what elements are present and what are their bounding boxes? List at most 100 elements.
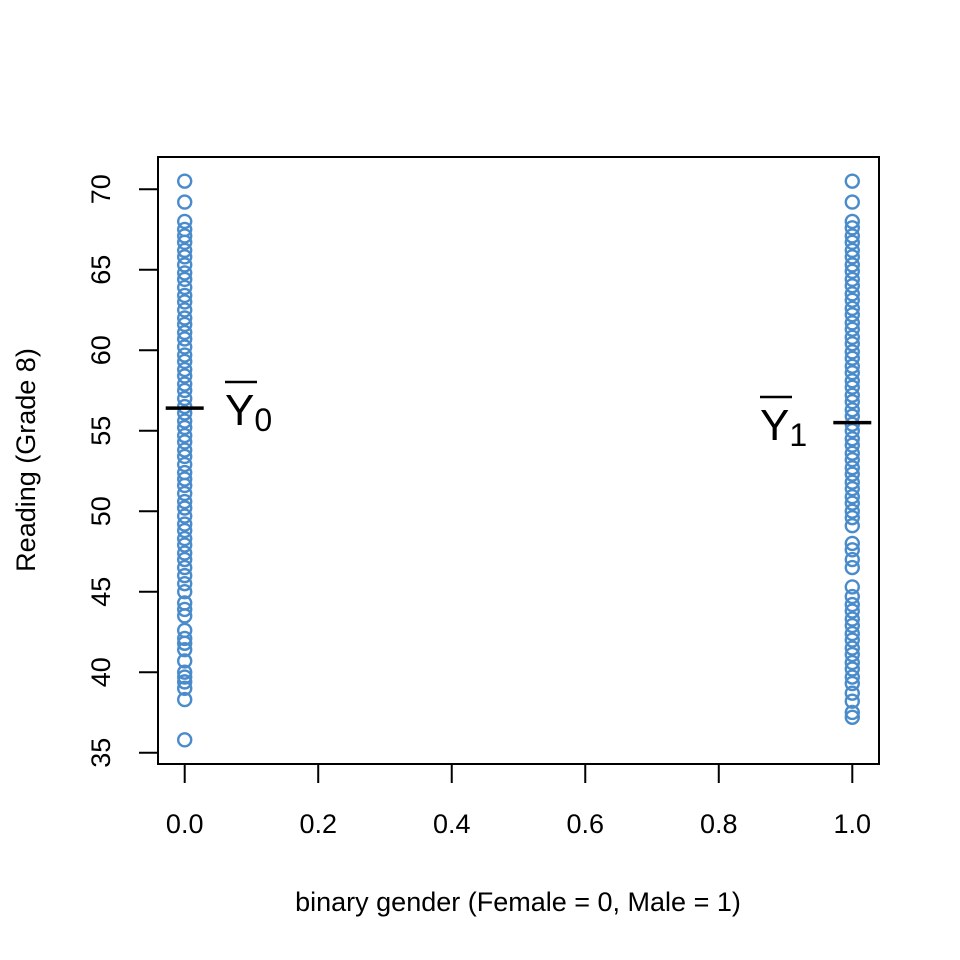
data-point-female — [177, 732, 193, 748]
data-point-male — [844, 242, 860, 259]
data-point-female — [177, 691, 193, 708]
data-point-male — [844, 709, 860, 726]
data-point-female — [177, 271, 193, 288]
data-point-female — [177, 287, 193, 304]
data-point-male — [844, 646, 860, 663]
x-tick-label: 0.4 — [433, 809, 471, 839]
y-tick-label: 55 — [86, 416, 116, 446]
data-point-female — [177, 442, 193, 458]
data-point-female — [177, 302, 193, 318]
data-point-male — [844, 336, 860, 352]
data-point-female — [177, 353, 193, 370]
data-point-female — [177, 213, 193, 230]
data-point-male — [844, 535, 860, 552]
data-point-female — [177, 653, 193, 669]
data-point-male — [844, 661, 860, 677]
data-point-female — [177, 427, 193, 444]
data-point-female — [177, 464, 193, 481]
y-axis: 35 40 45 50 55 60 65 70 — [86, 174, 159, 768]
data-point-male — [844, 257, 860, 273]
data-point-female — [177, 471, 193, 487]
data-point-female — [177, 382, 193, 399]
data-point-male — [844, 495, 860, 511]
data-point-male — [844, 654, 860, 671]
data-point-female — [177, 434, 193, 450]
data-point-male — [844, 220, 860, 236]
data-point-female — [177, 516, 193, 532]
data-point-male — [844, 579, 860, 595]
x-tick-label: 1.0 — [834, 809, 872, 839]
data-point-female — [177, 674, 193, 690]
mean-label-subscript: 1 — [789, 417, 807, 453]
x-tick-label: 0.0 — [166, 809, 204, 839]
data-point-female — [177, 347, 193, 363]
data-point-male — [844, 373, 860, 389]
data-point-female — [177, 522, 193, 539]
data-point-male — [844, 669, 860, 685]
data-point-female — [177, 265, 193, 281]
data-point-female — [177, 575, 193, 592]
data-point-male — [844, 234, 860, 251]
mean-label-subscript: 0 — [254, 402, 272, 438]
data-point-male — [844, 365, 860, 381]
y-tick-label: 60 — [86, 335, 116, 365]
y-tick-label: 65 — [86, 255, 116, 285]
data-point-male — [844, 402, 860, 418]
data-point-female — [177, 537, 193, 553]
data-point-female — [177, 448, 193, 465]
data-point-male — [844, 466, 860, 482]
data-point-male — [844, 693, 860, 709]
data-point-female — [177, 242, 193, 259]
data-point-female — [177, 294, 193, 310]
data-point-male — [844, 350, 860, 366]
data-point-male — [844, 358, 860, 375]
data-point-male — [844, 509, 860, 526]
data-point-female — [177, 249, 193, 265]
data-point-female — [177, 257, 193, 273]
data-point-male — [844, 551, 860, 568]
y-axis-title: Reading (Grade 8) — [11, 348, 41, 572]
mean-label-letter: Y — [225, 386, 254, 435]
data-point-male — [844, 503, 860, 519]
data-point-male — [844, 603, 860, 619]
data-point-female — [177, 331, 193, 347]
data-point-male — [844, 625, 860, 642]
data-point-female — [177, 228, 193, 244]
y-tick-label: 70 — [86, 174, 116, 204]
data-point-male — [844, 300, 860, 317]
x-axis-title: binary gender (Female = 0, Male = 1) — [295, 887, 741, 917]
data-point-male — [844, 559, 860, 576]
data-point-female — [177, 339, 193, 355]
data-point-male — [844, 632, 860, 648]
mean-label-male: Y1 — [760, 401, 807, 453]
data-point-female — [177, 500, 193, 516]
data-point-female — [177, 669, 193, 685]
data-point-male — [844, 271, 860, 288]
data-point-female — [177, 310, 193, 326]
data-point-male — [844, 387, 860, 403]
data-point-male — [844, 329, 860, 346]
mean-label-letter: Y — [760, 401, 789, 450]
data-point-female — [177, 485, 193, 502]
data-point-male — [844, 445, 860, 461]
data-point-female — [177, 545, 193, 561]
data-point-female — [177, 324, 193, 341]
mean-label-female: Y0 — [225, 386, 272, 438]
data-point-male — [844, 617, 860, 634]
data-point-male — [844, 228, 860, 244]
data-point-female — [177, 567, 193, 584]
data-point-female — [177, 456, 193, 473]
data-point-male — [844, 321, 860, 337]
data-point-female — [177, 368, 193, 384]
data-point-male — [844, 588, 860, 605]
data-point-female — [177, 413, 193, 429]
data-point-female — [177, 316, 193, 333]
data-point-female — [177, 419, 193, 436]
y-tick-label: 50 — [86, 496, 116, 526]
data-point-male — [844, 542, 860, 558]
data-point-female — [177, 595, 193, 611]
y-tick-label: 40 — [86, 657, 116, 687]
data-point-male — [844, 675, 860, 692]
